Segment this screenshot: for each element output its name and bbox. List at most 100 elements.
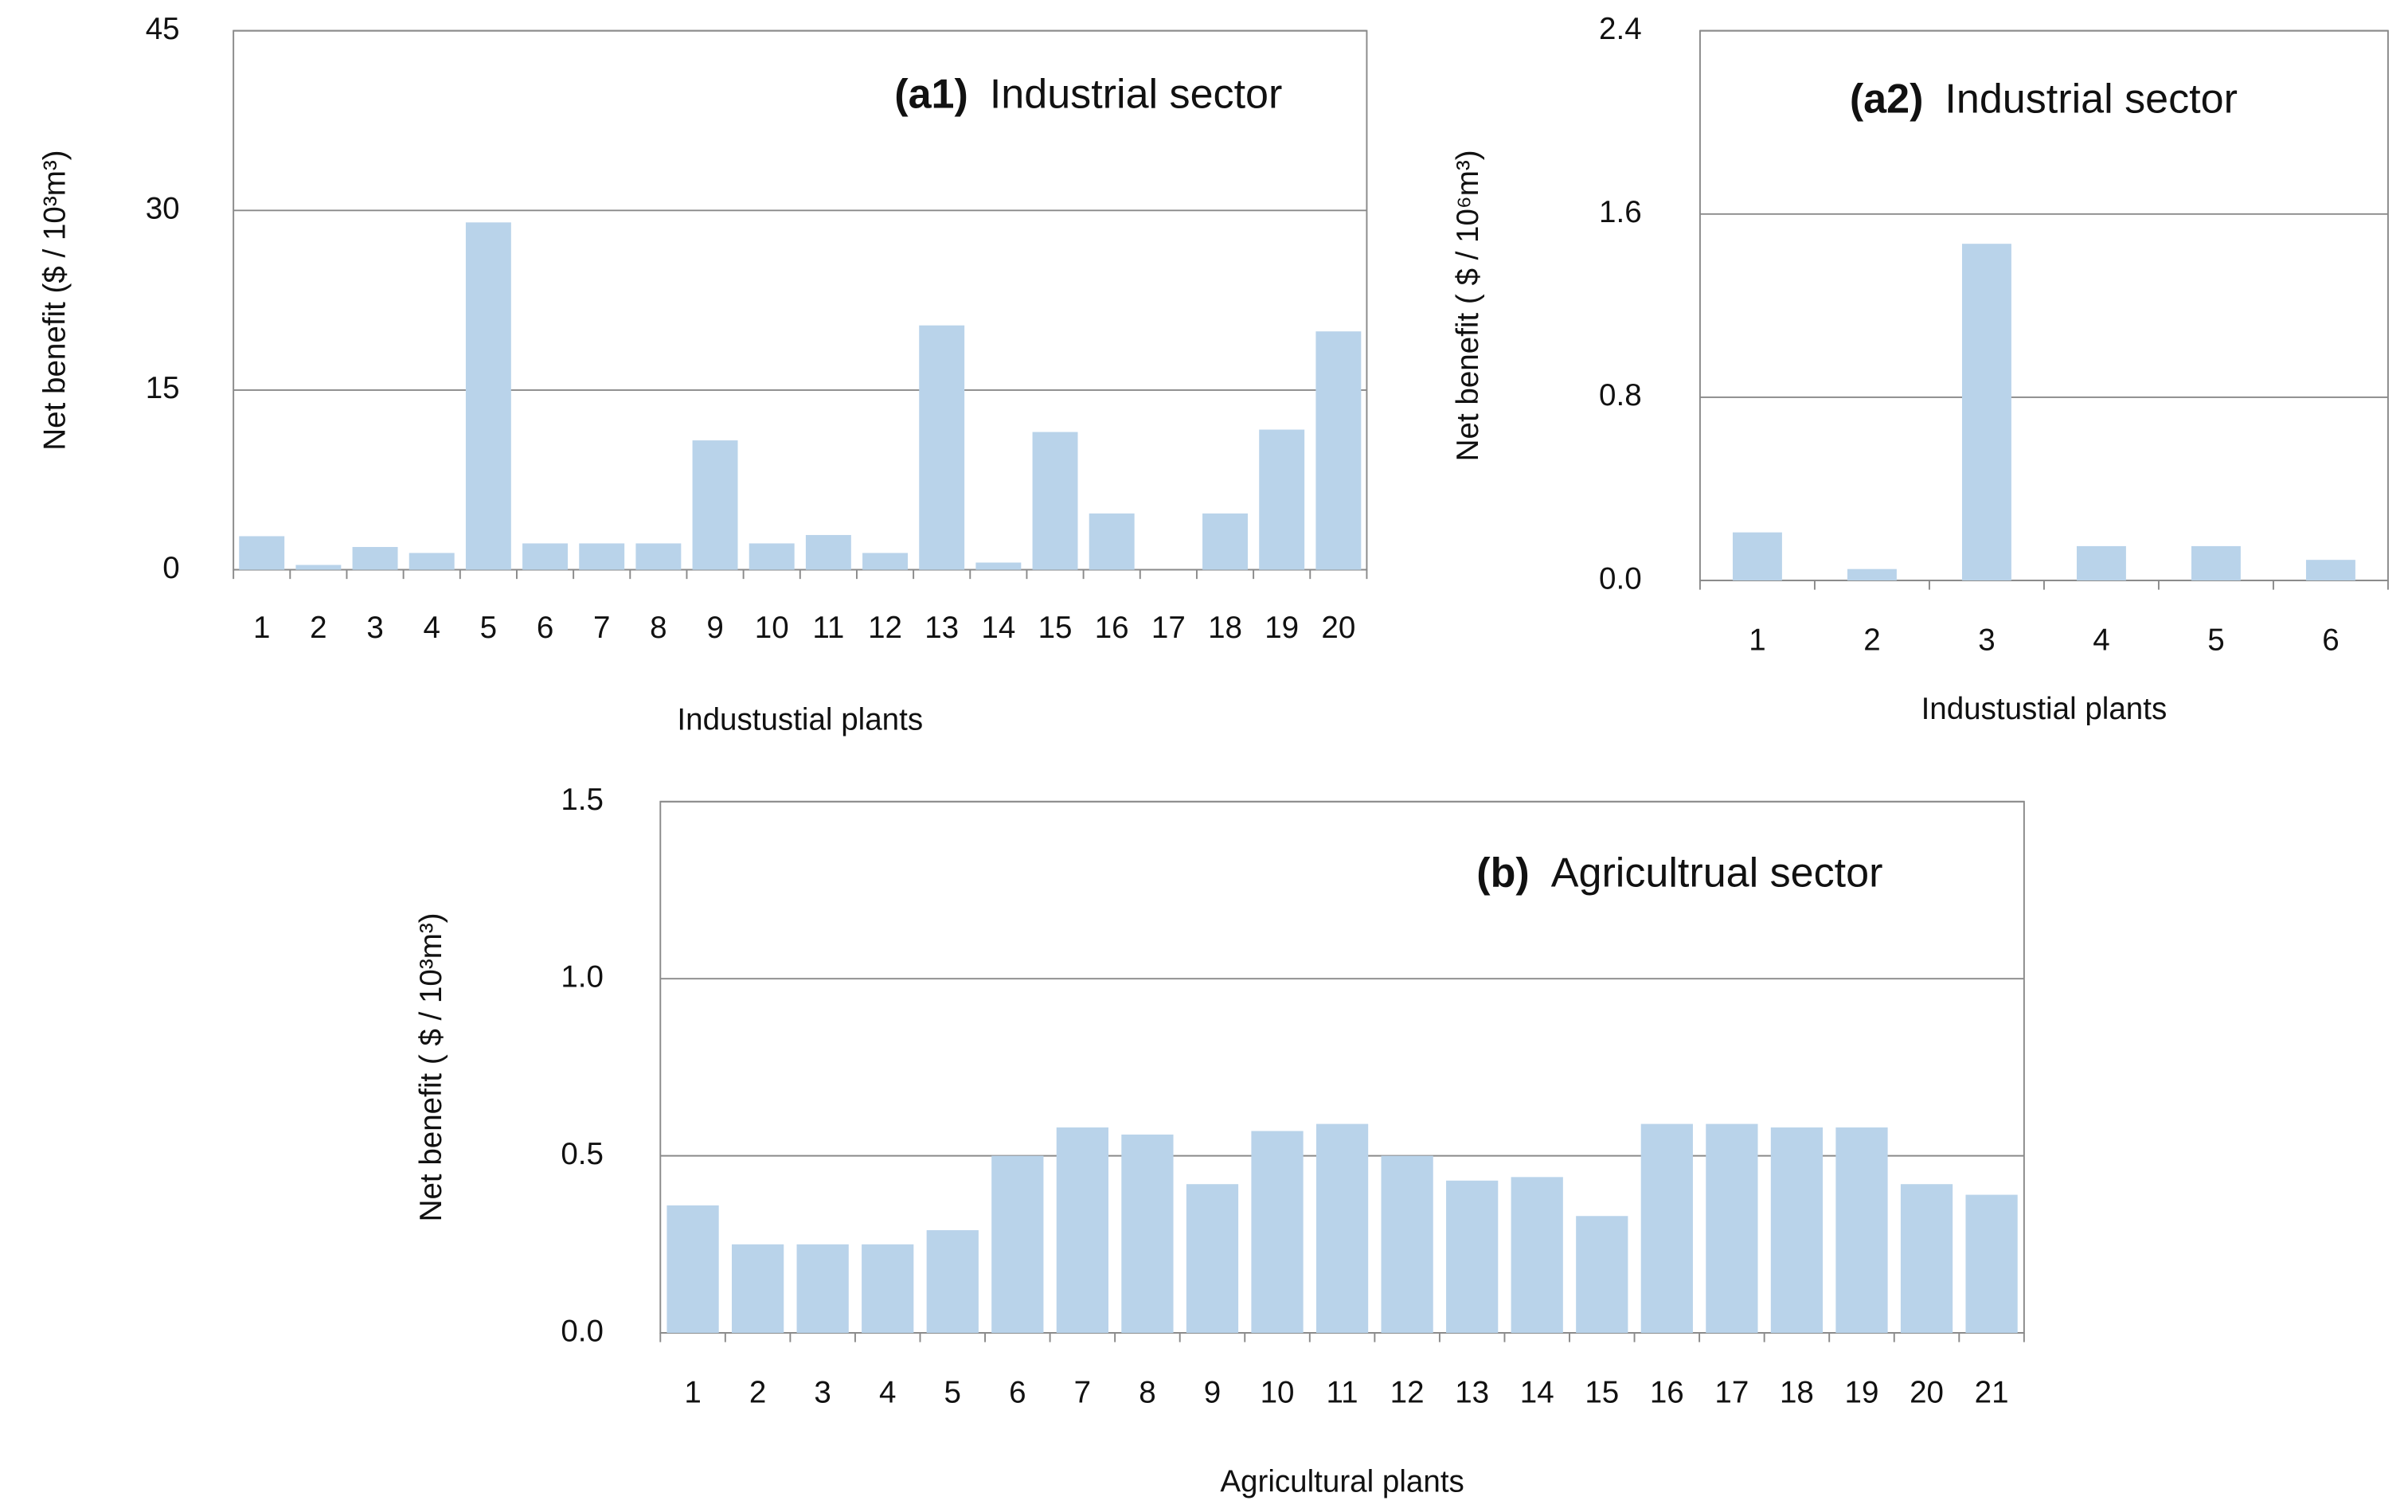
panel-label: (b) [1476, 850, 1529, 896]
x-tick-label: 7 [593, 611, 610, 645]
x-tick-label: 7 [1074, 1375, 1091, 1409]
y-tick-label: 30 [146, 191, 180, 225]
bar [1961, 244, 2011, 581]
y-tick-label: 1.5 [561, 783, 604, 817]
x-tick-label: 19 [1265, 611, 1299, 645]
bar [862, 1244, 914, 1334]
title-text: Industrial sector [990, 71, 1283, 117]
bar [692, 440, 738, 570]
x-tick-label: 13 [924, 611, 959, 645]
bar [1259, 429, 1305, 570]
x-tick-label: 5 [2207, 623, 2224, 657]
x-tick-label: 10 [1261, 1375, 1295, 1409]
bar [731, 1244, 784, 1334]
x-tick-label: 6 [537, 611, 553, 645]
bar [1315, 1123, 1369, 1334]
bar [805, 534, 851, 570]
bar [2305, 560, 2355, 581]
bar [1640, 1123, 1693, 1334]
bar [1446, 1180, 1499, 1334]
x-tick-label: 13 [1455, 1375, 1489, 1409]
x-tick-label: 17 [1714, 1375, 1749, 1409]
bar [919, 325, 965, 570]
bar [352, 546, 398, 570]
x-tick-label: 9 [1204, 1375, 1221, 1409]
bar [1511, 1177, 1563, 1334]
x-tick-label: 1 [1749, 623, 1765, 657]
y-tick-label: 0.5 [561, 1137, 604, 1171]
y-tick-label: 1.0 [561, 959, 604, 994]
x-tick-label: 3 [814, 1375, 831, 1409]
bar [1706, 1123, 1758, 1334]
title-text: Agricultrual sector [1551, 850, 1883, 896]
bar [1732, 532, 1782, 581]
x-tick-label: 5 [480, 611, 497, 645]
y-tick-label: 0.0 [561, 1314, 604, 1348]
x-tick-label: 16 [1095, 611, 1129, 645]
x-tick-label: 16 [1650, 1375, 1684, 1409]
x-tick-label: 17 [1151, 611, 1186, 645]
x-tick-label: 20 [1910, 1375, 1944, 1409]
bar [1186, 1184, 1239, 1334]
chart-title: (a1) Industrial sector [894, 71, 1282, 117]
y-axis-label: Net benefit ( $ / 10⁶m³) [1451, 150, 1485, 461]
bar [1202, 513, 1248, 570]
x-tick-label: 4 [2093, 623, 2109, 657]
x-tick-label: 21 [1975, 1375, 2009, 1409]
x-tick-label: 1 [253, 611, 270, 645]
x-tick-label: 6 [1009, 1375, 1026, 1409]
x-tick-label: 14 [981, 611, 1015, 645]
bar [1032, 432, 1078, 570]
bar [1056, 1127, 1108, 1334]
x-tick-label: 19 [1845, 1375, 1879, 1409]
x-tick-label: 8 [1139, 1375, 1155, 1409]
bar [408, 553, 455, 570]
bar [666, 1205, 719, 1334]
x-tick-label: 15 [1038, 611, 1073, 645]
x-tick-label: 20 [1321, 611, 1355, 645]
chart-title: (a2) Industrial sector [1850, 76, 2238, 122]
y-tick-label: 0 [162, 551, 179, 585]
y-tick-label: 45 [146, 12, 180, 46]
x-tick-label: 12 [1390, 1375, 1425, 1409]
panel-label: (a1) [894, 71, 968, 117]
bar [295, 565, 342, 570]
x-tick-label: 14 [1520, 1375, 1554, 1409]
bar [975, 562, 1022, 570]
x-tick-label: 3 [1978, 623, 1995, 657]
bar [635, 543, 682, 570]
x-tick-label: 2 [1863, 623, 1880, 657]
x-tick-label: 18 [1208, 611, 1242, 645]
y-tick-label: 1.6 [1599, 195, 1642, 229]
bar [465, 222, 511, 570]
bar [1089, 513, 1135, 570]
x-tick-label: 2 [310, 611, 326, 645]
bar [1965, 1194, 2018, 1334]
x-tick-label: 2 [749, 1375, 766, 1409]
y-tick-label: 0.8 [1599, 378, 1642, 412]
x-axis-label: Agricultural plants [1220, 1464, 1464, 1498]
bar [2076, 545, 2126, 581]
bar [579, 543, 625, 570]
y-axis-label: Net benefit ( $ / 10³m³) [414, 912, 448, 1221]
x-tick-label: 3 [366, 611, 383, 645]
x-tick-label: 12 [868, 611, 902, 645]
bar [1770, 1127, 1824, 1334]
x-tick-label: 4 [879, 1375, 896, 1409]
y-tick-label: 15 [146, 371, 180, 405]
x-tick-label: 15 [1585, 1375, 1619, 1409]
y-tick-label: 0.0 [1599, 561, 1642, 596]
bar [749, 543, 795, 570]
bar [796, 1244, 849, 1334]
bar [926, 1230, 979, 1334]
bar [1251, 1131, 1304, 1334]
bar [1900, 1184, 1953, 1334]
x-axis-label: Industustial plants [1921, 692, 2168, 726]
x-tick-label: 11 [1327, 1375, 1358, 1409]
x-tick-label: 9 [706, 611, 723, 645]
bar [1121, 1134, 1174, 1334]
x-tick-label: 5 [944, 1375, 961, 1409]
bar [862, 553, 908, 570]
